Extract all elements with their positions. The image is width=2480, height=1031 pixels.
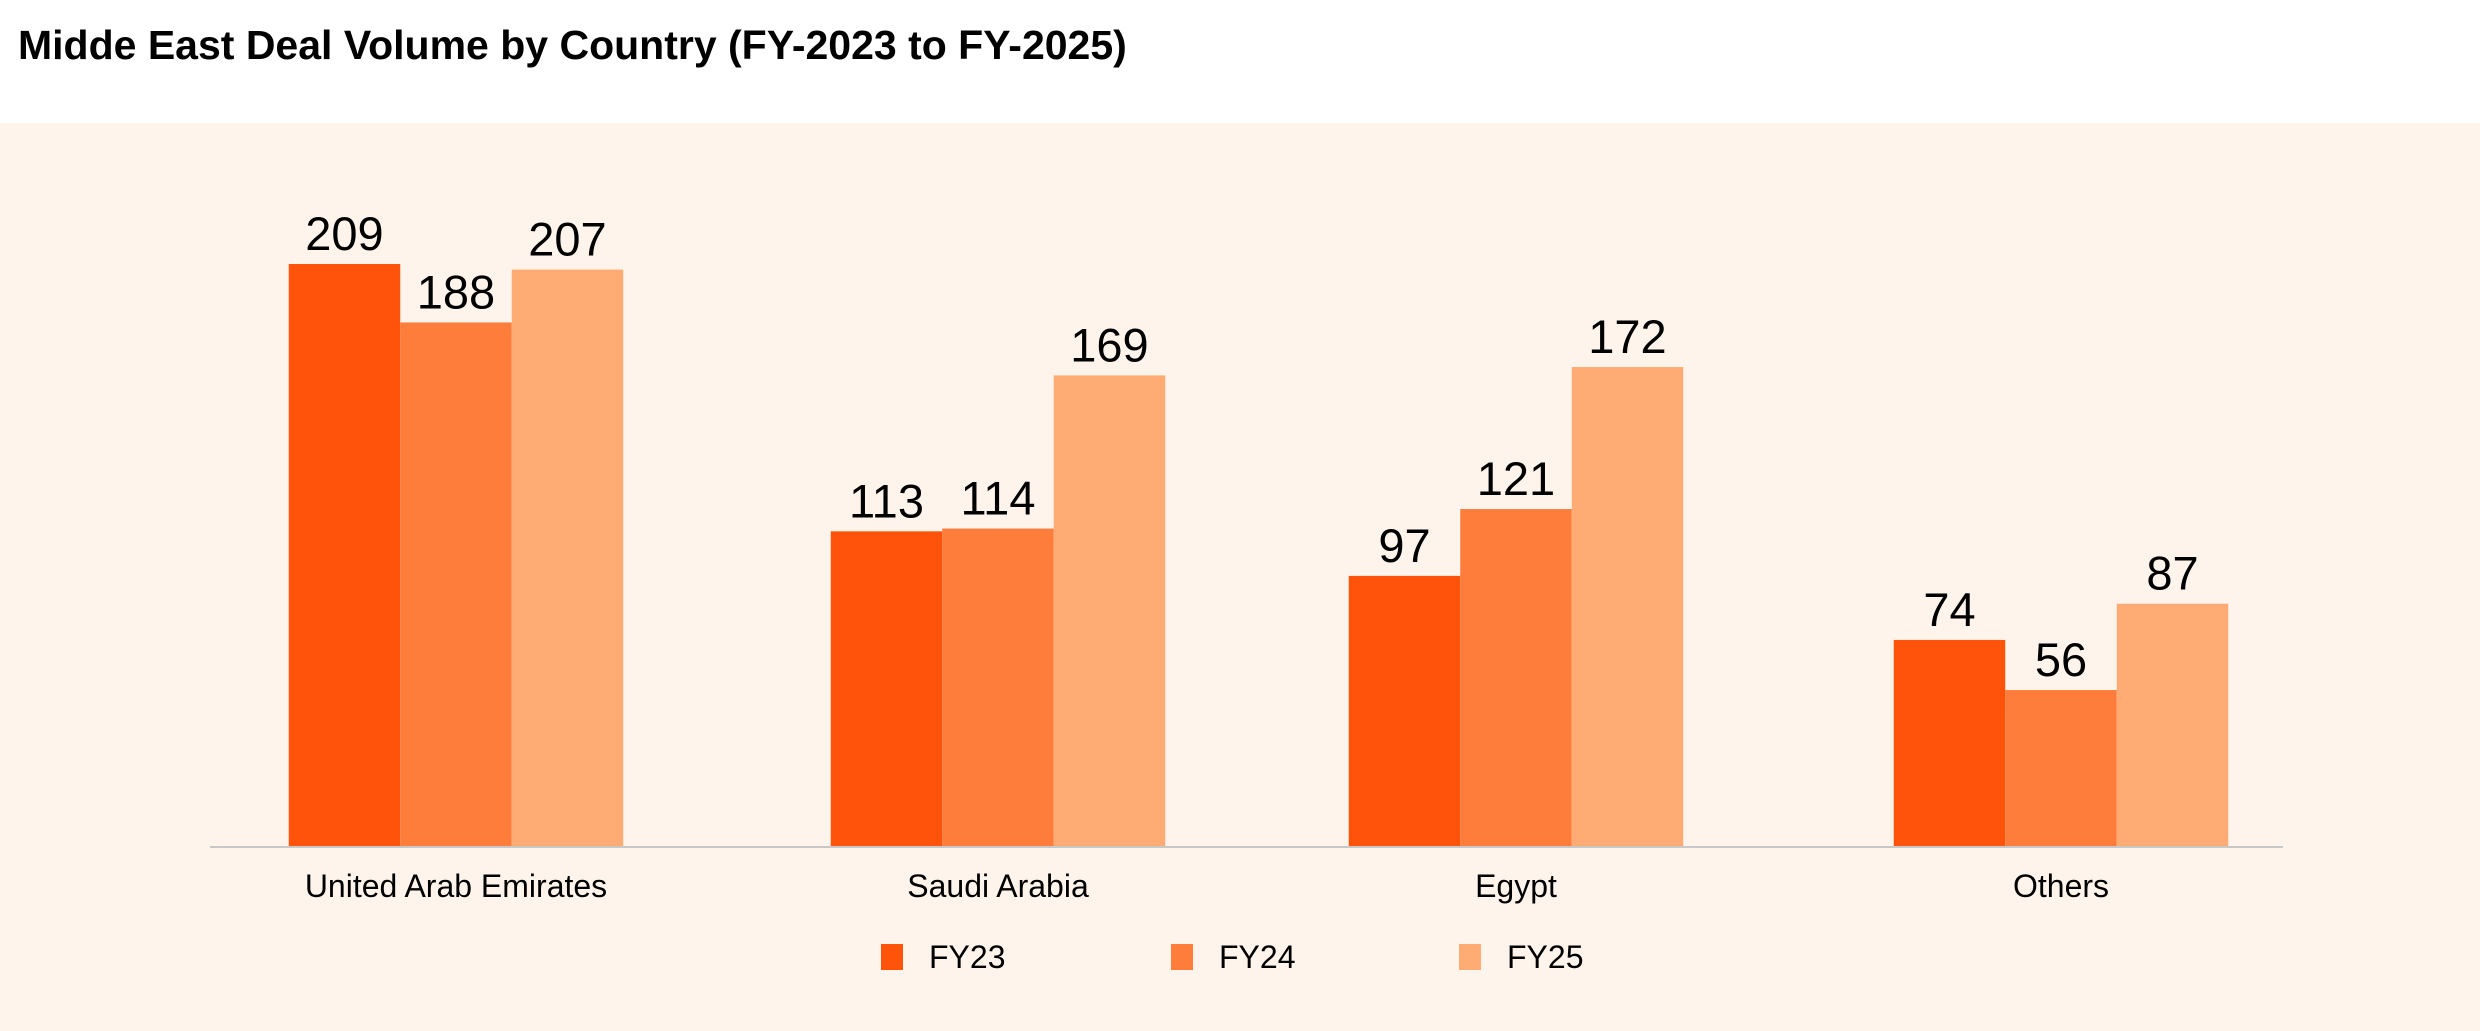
data-label: 121 <box>1477 452 1555 505</box>
bar-fy24 <box>1460 509 1572 846</box>
legend-swatch-fy24 <box>1171 944 1193 970</box>
x-tick-label: Egypt <box>1475 868 1557 904</box>
data-label: 207 <box>528 213 606 266</box>
legend-swatch-fy25 <box>1459 944 1481 970</box>
data-label: 114 <box>961 472 1036 525</box>
bar-fy23 <box>830 531 943 846</box>
data-label: 169 <box>1070 318 1148 371</box>
chart-title: Midde East Deal Volume by Country (FY-20… <box>18 22 1127 68</box>
x-tick-label: Others <box>2013 868 2109 904</box>
data-label: 113 <box>849 474 924 527</box>
data-label: 97 <box>1378 519 1430 572</box>
bar-fy24 <box>942 528 1054 846</box>
bar-fy25 <box>1571 367 1684 846</box>
data-label: 87 <box>2146 547 2198 600</box>
legend-label: FY24 <box>1219 939 1295 975</box>
data-label: 209 <box>305 207 383 260</box>
data-label: 56 <box>2035 633 2087 686</box>
bar-fy25 <box>2116 603 2229 846</box>
bar-fy24 <box>2005 690 2117 846</box>
data-label: 188 <box>417 265 495 318</box>
bar-fy25 <box>511 269 624 847</box>
legend-swatch-fy23 <box>881 944 903 970</box>
bar-fy25 <box>1053 375 1166 846</box>
x-tick-label: Saudi Arabia <box>907 868 1089 904</box>
legend-label: FY23 <box>929 939 1005 975</box>
bar-fy23 <box>288 264 401 846</box>
bar-fy23 <box>1348 575 1461 846</box>
data-label: 74 <box>1923 583 1975 636</box>
data-label: 172 <box>1588 310 1666 363</box>
bar-fy23 <box>1893 639 2006 846</box>
bar-fy24 <box>400 322 512 846</box>
legend-label: FY25 <box>1507 939 1583 975</box>
x-tick-label: United Arab Emirates <box>305 868 607 904</box>
